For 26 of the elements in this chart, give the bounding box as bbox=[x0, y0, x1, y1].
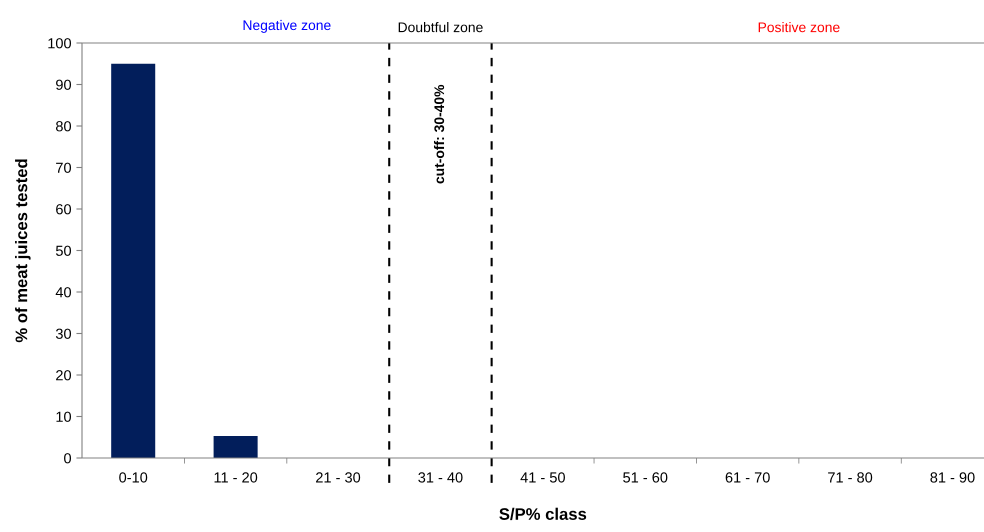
x-tick-label: 11 - 20 bbox=[214, 472, 258, 483]
x-tick-label: 51 - 60 bbox=[623, 472, 668, 483]
x-tick-label: 71 - 80 bbox=[828, 472, 872, 483]
y-tick-label: 100 bbox=[48, 38, 72, 48]
text: Negative zone bbox=[244, 20, 331, 33]
x-axis-title: S/P% class bbox=[499, 508, 586, 520]
x-tick-label: 61 - 70 bbox=[726, 472, 770, 483]
y-tick-label: 60 bbox=[56, 204, 72, 214]
y-tick-label: 90 bbox=[56, 80, 72, 90]
x-tick-label: 31 - 40 bbox=[418, 472, 463, 483]
y-tick-label: 30 bbox=[56, 328, 72, 339]
y-tick-label: 40 bbox=[56, 287, 72, 298]
x-tick-label: 81 - 90 bbox=[930, 472, 975, 483]
x-tick-label: 41 - 50 bbox=[520, 472, 565, 483]
y-tick-label: 10 bbox=[56, 412, 72, 422]
y-tick-label: 50 bbox=[56, 246, 72, 256]
y-tick-label: 70 bbox=[56, 162, 72, 173]
y-tick-label: 0 bbox=[64, 453, 72, 464]
x-tick-label: 0-10 bbox=[119, 472, 148, 483]
text: Doubtful zone bbox=[398, 22, 483, 32]
x-tick-label: 21 - 30 bbox=[316, 472, 360, 483]
y-axis-title: % of meat juices tested bbox=[15, 159, 31, 342]
y-tick-label: 20 bbox=[56, 370, 72, 380]
annotation: cut-off: 30-40% bbox=[434, 84, 444, 184]
y-tick-label: 80 bbox=[56, 121, 72, 132]
text: Positive zone bbox=[758, 22, 840, 32]
